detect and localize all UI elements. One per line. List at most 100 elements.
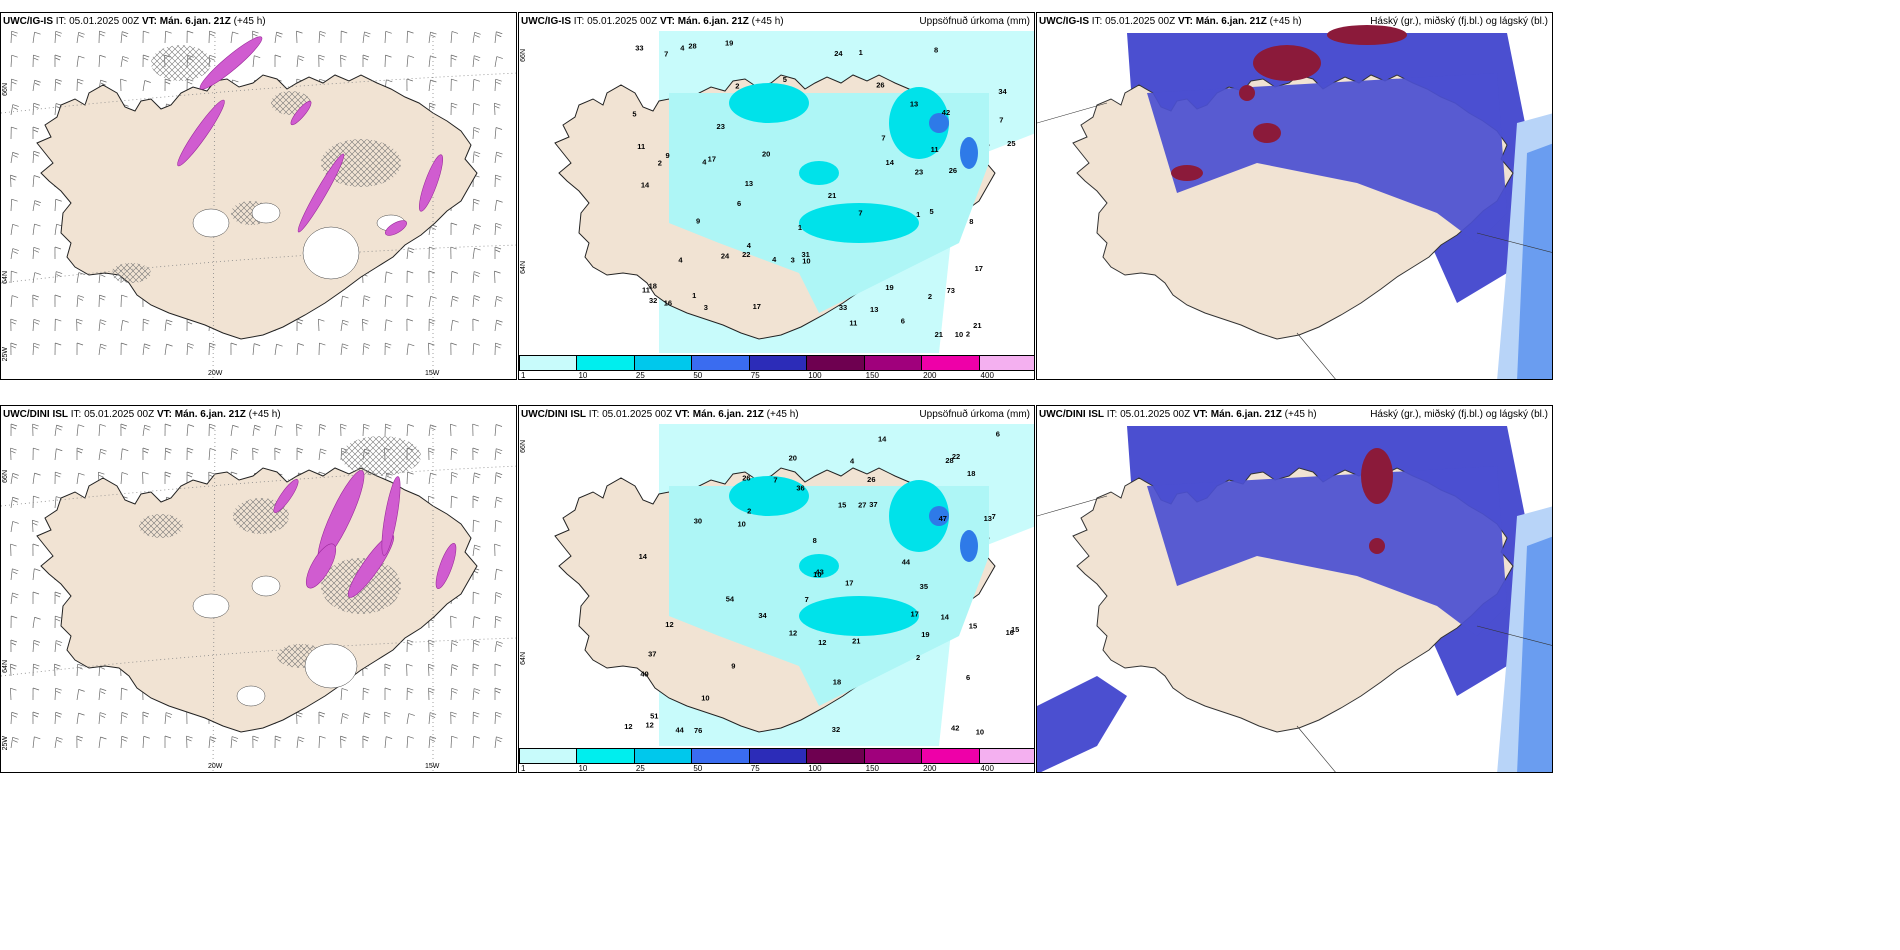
wind-barb — [230, 448, 239, 461]
wind-barb — [384, 342, 392, 356]
wind-barb — [186, 424, 195, 437]
wind-barb — [10, 615, 18, 629]
wind-barb — [428, 246, 436, 260]
precip-intensity-area — [418, 154, 444, 212]
precip-value-label: 10 — [976, 728, 984, 737]
colorbar-swatch — [978, 355, 1034, 371]
precip-value-label: 17 — [911, 610, 919, 619]
wind-barb — [10, 152, 19, 164]
colorbar-tick: 50 — [693, 764, 703, 773]
wind-barb — [472, 423, 479, 437]
wind-barb — [384, 687, 392, 701]
wind-barb — [406, 30, 414, 44]
wind-barb — [186, 471, 194, 485]
wind-barb — [10, 342, 17, 356]
wind-barb — [120, 472, 129, 485]
mid-cloud-area — [1147, 466, 1507, 636]
lead-time: (+45 h) — [1269, 16, 1302, 27]
colorbar-swatch — [691, 355, 750, 371]
wind-barb — [428, 295, 437, 308]
precip-value-label: 2 — [735, 82, 739, 91]
precip-value-label: 2 — [966, 330, 970, 339]
lat-label-66: 66N — [520, 49, 527, 62]
wind-barb — [472, 591, 480, 605]
wind-barb — [10, 318, 17, 332]
precip-value-label: 18 — [967, 469, 975, 478]
wind-barb — [406, 687, 414, 701]
wind-barb — [54, 318, 62, 332]
precip-value-label: 13 — [984, 514, 992, 523]
wind-barb — [472, 102, 480, 116]
wind-barb — [406, 663, 413, 677]
precip-intensity-area — [385, 220, 407, 236]
precip-value-label: 10 — [701, 693, 709, 702]
wind-barb — [10, 687, 17, 701]
precip-intensity-area — [305, 543, 337, 589]
precip-value-label: 10 — [955, 330, 963, 339]
precip-value-label: 9 — [696, 216, 700, 225]
wind-barb — [318, 318, 325, 332]
wind-barb — [494, 319, 503, 332]
wind-barb — [406, 270, 414, 284]
wind-barb — [384, 319, 393, 332]
colorbar-tick: 50 — [693, 371, 703, 380]
precip-value-label: 14 — [878, 435, 887, 444]
precip-value-label: 26 — [876, 80, 884, 89]
wind-barb — [296, 30, 303, 44]
precip-value-label: 37 — [648, 649, 656, 658]
wind-barb — [472, 495, 480, 509]
precip-value-label: 10 — [738, 520, 746, 529]
precip-10-25 — [729, 476, 809, 516]
wind-barb — [76, 295, 85, 308]
precip-value-label: 24 — [721, 251, 730, 260]
precip-value-label: 4 — [850, 457, 855, 466]
precip-value-label: 43 — [815, 567, 823, 576]
wind-barb — [32, 472, 41, 485]
precip-value-label: 26 — [949, 166, 957, 175]
wind-barb — [76, 78, 84, 92]
hatched-area — [151, 45, 211, 81]
wind-barb — [54, 448, 63, 461]
wind-barb — [32, 495, 40, 509]
precip-value-label: 3 — [704, 303, 708, 312]
wind-barb — [340, 735, 347, 749]
precip-value-label: 36 — [796, 483, 804, 492]
precip-value-label: 22 — [742, 250, 750, 259]
precip-value-label: 13 — [870, 305, 878, 314]
precip-value-label: 16 — [664, 299, 672, 308]
wind-barb — [472, 127, 480, 140]
high-cloud-area — [1327, 25, 1407, 45]
wind-barb — [472, 198, 480, 212]
precip-value-label: 2 — [658, 159, 662, 168]
wind-barb — [142, 30, 150, 44]
wind-barb — [472, 639, 480, 653]
colorbar-swatch — [519, 355, 578, 371]
wind-barb — [362, 318, 369, 332]
colorbar-swatch — [691, 748, 750, 764]
panel-title: Háský (gr.), miðský (fj.bl.) og lágský (… — [1370, 16, 1548, 27]
wind-barb — [10, 639, 18, 653]
precip-value-label: 32 — [649, 296, 657, 305]
wind-barb — [10, 270, 18, 284]
wind-barb — [494, 102, 501, 116]
precip-25-50 — [929, 113, 949, 133]
colorbar-swatch — [576, 748, 635, 764]
wind-barb — [362, 687, 370, 701]
precip-10-25 — [799, 596, 919, 636]
precip-value-label: 15 — [969, 622, 977, 631]
wind-barb — [54, 78, 62, 92]
wind-barb — [10, 54, 18, 68]
wind-barb — [472, 663, 480, 677]
wind-barb — [164, 712, 173, 725]
panel-cloud-bottom: UWC/DINI ISL IT: 05.01.2025 00Z VT: Mán.… — [1036, 405, 1553, 773]
wind-barb — [340, 54, 347, 68]
wind-barb — [32, 591, 40, 605]
model-name: UWC/DINI ISL — [521, 409, 586, 420]
precip-value-label: 6 — [966, 673, 970, 682]
wind-barb — [450, 735, 458, 749]
wind-barb — [472, 151, 481, 164]
wind-barb — [10, 543, 17, 557]
wind-barb — [76, 689, 85, 701]
wind-barb — [252, 735, 259, 749]
precip-value-label: 14 — [639, 552, 648, 561]
